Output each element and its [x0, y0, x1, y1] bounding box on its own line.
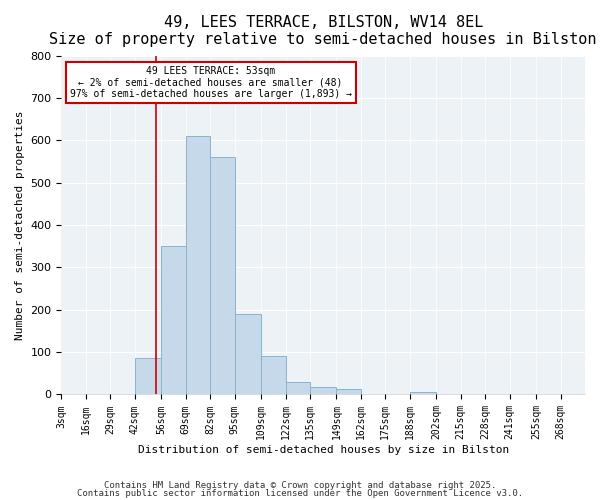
Text: Contains public sector information licensed under the Open Government Licence v3: Contains public sector information licen…	[77, 489, 523, 498]
Bar	[186, 136, 210, 394]
Bar	[135, 358, 161, 394]
Bar	[235, 314, 261, 394]
Bar	[410, 392, 436, 394]
X-axis label: Distribution of semi-detached houses by size in Bilston: Distribution of semi-detached houses by …	[137, 445, 509, 455]
Bar	[310, 387, 337, 394]
Text: Contains HM Land Registry data © Crown copyright and database right 2025.: Contains HM Land Registry data © Crown c…	[104, 480, 496, 490]
Y-axis label: Number of semi-detached properties: Number of semi-detached properties	[15, 110, 25, 340]
Bar	[210, 157, 235, 394]
Bar	[337, 390, 361, 394]
Text: 49 LEES TERRACE: 53sqm
← 2% of semi-detached houses are smaller (48)
97% of semi: 49 LEES TERRACE: 53sqm ← 2% of semi-deta…	[70, 66, 352, 99]
Bar	[161, 246, 186, 394]
Bar	[261, 356, 286, 395]
Bar	[286, 382, 310, 394]
Title: 49, LEES TERRACE, BILSTON, WV14 8EL
Size of property relative to semi-detached h: 49, LEES TERRACE, BILSTON, WV14 8EL Size…	[49, 15, 597, 48]
